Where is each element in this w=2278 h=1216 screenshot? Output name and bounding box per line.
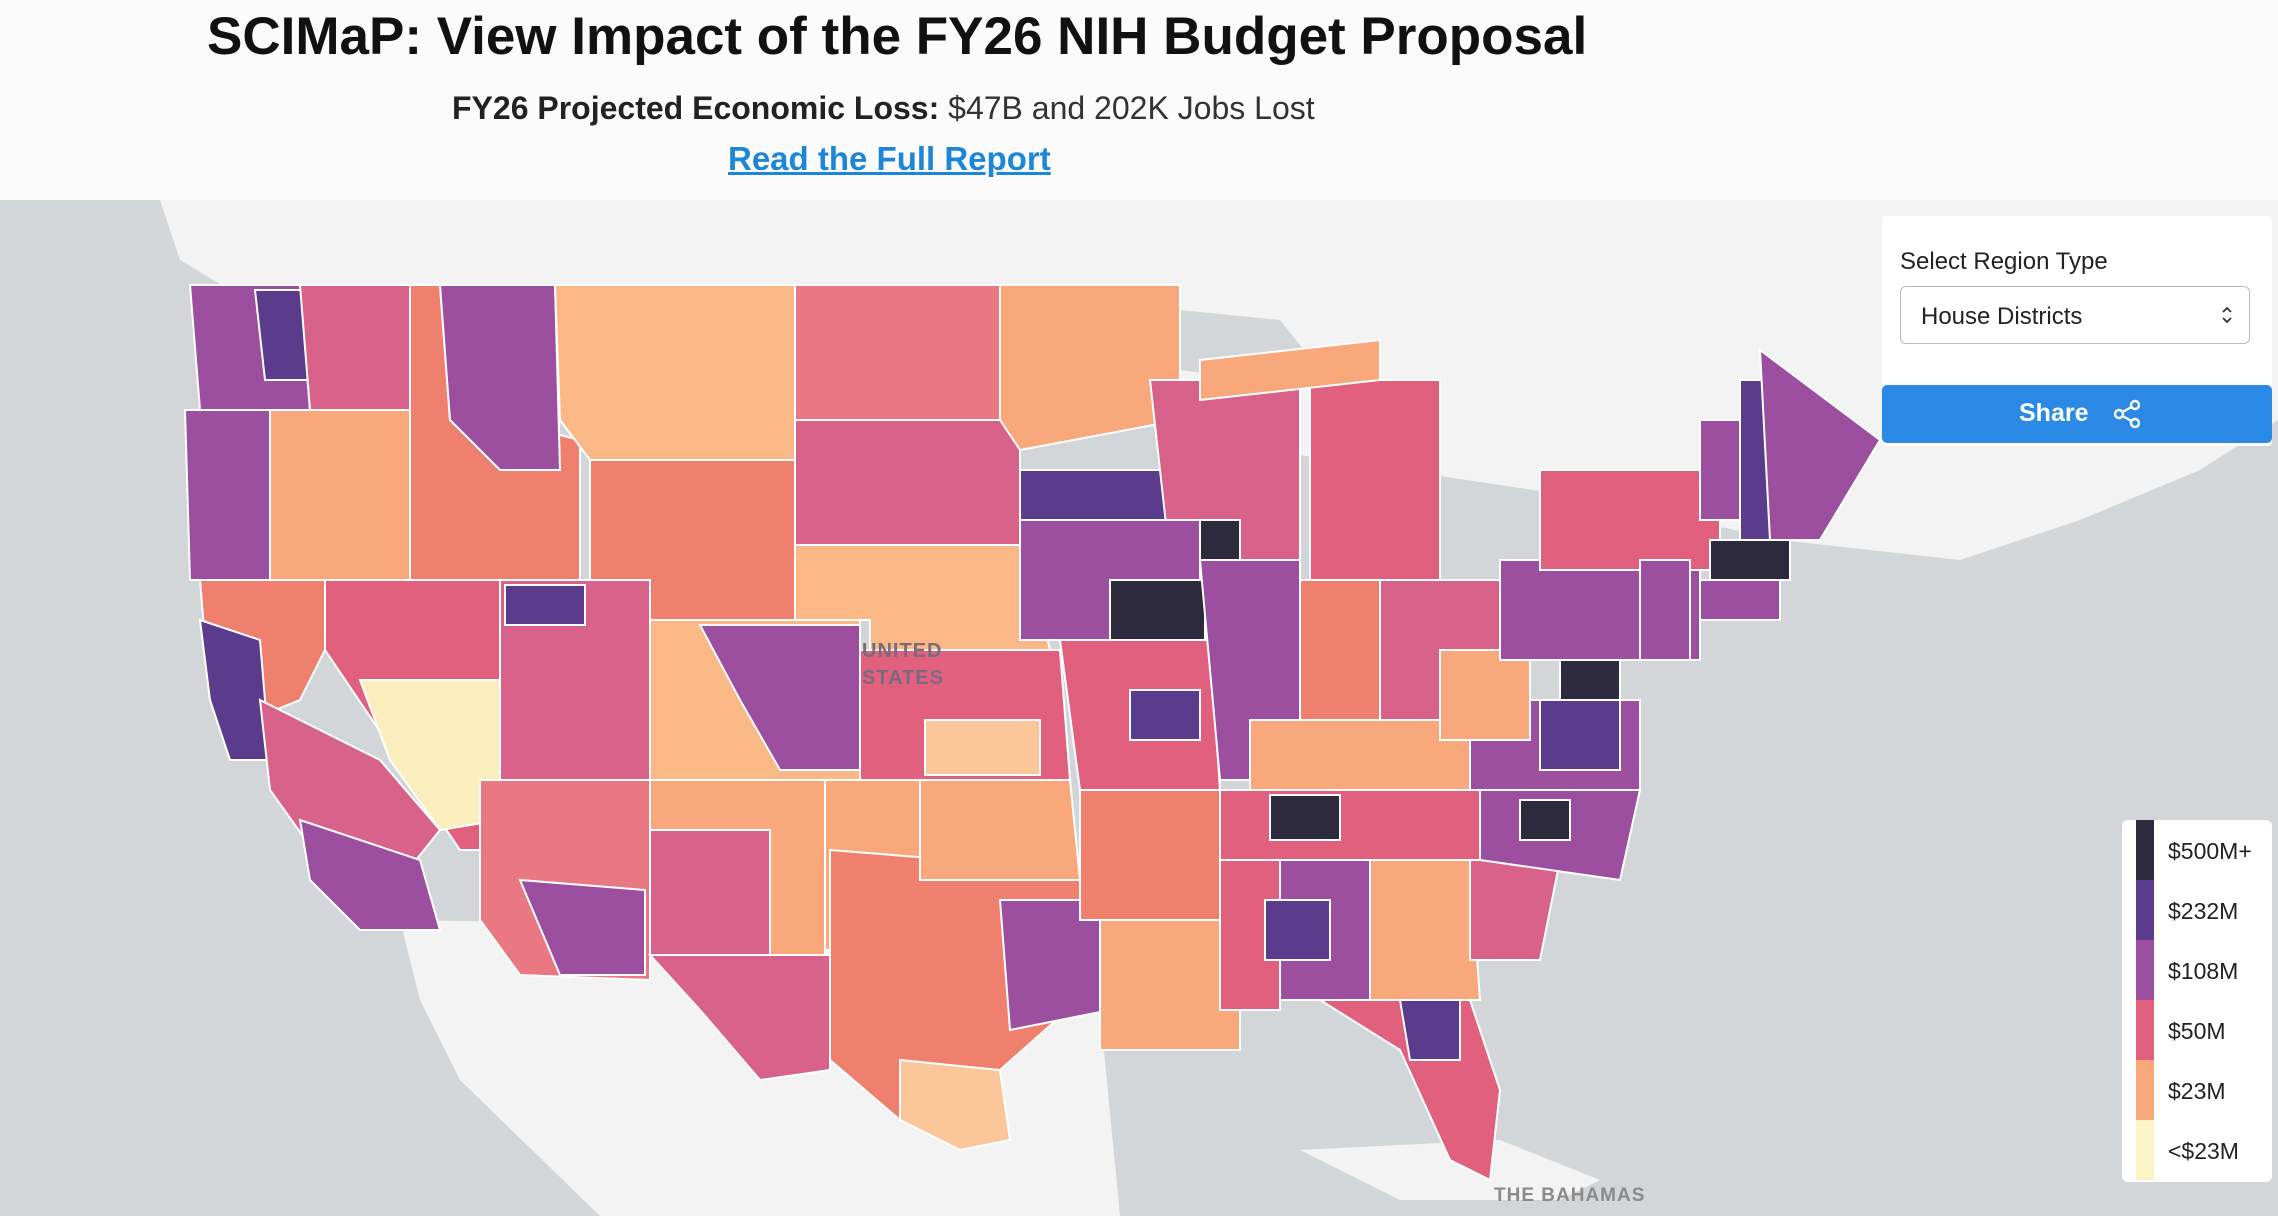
region-mn-metro[interactable] [1019, 469, 1171, 521]
region-mt-east[interactable] [553, 284, 796, 461]
region-ca-south[interactable] [298, 818, 442, 931]
country-label-line2: STATES [862, 667, 944, 689]
loss-value: $47B and 202K Jobs Lost [939, 90, 1315, 126]
region-md[interactable] [1559, 659, 1621, 701]
region-va-n[interactable] [1539, 699, 1621, 771]
legend-label: $232M [2168, 898, 2239, 924]
region-ia-chi[interactable] [1109, 579, 1206, 641]
region-sd[interactable] [794, 419, 1021, 546]
region-nj[interactable] [1639, 559, 1691, 661]
region-mi[interactable] [1309, 379, 1441, 581]
legend-label: $23M [2168, 1078, 2226, 1104]
page-title: SCIMaP: View Impact of the FY26 NIH Budg… [207, 7, 1588, 66]
legend: $500M+ $232M $108M $50M $23M <$23M [2122, 820, 2272, 1182]
legend-swatch [2136, 1120, 2154, 1180]
region-mo-stl[interactable] [1129, 689, 1201, 741]
legend-swatch [2136, 940, 2154, 1000]
region-tx-west[interactable] [647, 954, 831, 1082]
legend-swatch [2136, 820, 2154, 880]
region-wi-mil[interactable] [1199, 519, 1241, 561]
region-ms[interactable] [1219, 859, 1281, 1011]
region-wv[interactable] [1439, 649, 1531, 741]
region-mt-west[interactable] [438, 284, 562, 471]
region-ar[interactable] [1079, 789, 1221, 921]
region-co-denver[interactable] [698, 624, 861, 771]
region-mn-north[interactable] [999, 284, 1181, 452]
region-ma[interactable] [1709, 539, 1791, 581]
legend-item: $23M [2136, 1060, 2276, 1120]
region-al-bham[interactable] [1264, 899, 1331, 961]
region-vt[interactable] [1699, 419, 1741, 521]
legend-item: $232M [2136, 880, 2276, 940]
region-type-value: House Districts [1921, 303, 2083, 330]
legend-label: $108M [2168, 958, 2239, 984]
region-ct[interactable] [1699, 579, 1781, 621]
region-fl-north[interactable] [1398, 999, 1461, 1061]
legend-swatch [2136, 1000, 2154, 1060]
legend-label: <$23M [2168, 1138, 2239, 1164]
region-nm-north[interactable] [649, 829, 771, 956]
region-az-phx[interactable] [518, 878, 646, 976]
region-tn[interactable] [1219, 789, 1481, 861]
header: SCIMaP: View Impact of the FY26 NIH Budg… [0, 0, 2278, 200]
region-ok[interactable] [919, 779, 1082, 881]
legend-label: $50M [2168, 1018, 2226, 1044]
region-ny[interactable] [1539, 469, 1721, 571]
region-me[interactable] [1758, 347, 1882, 541]
region-or-east[interactable] [269, 409, 411, 581]
region-ks-sm[interactable] [924, 719, 1041, 776]
region-nv-south[interactable] [358, 679, 501, 832]
bahamas-label: THE BAHAMAS [1494, 1185, 1646, 1206]
legend-item: $500M+ [2136, 820, 2276, 880]
economic-loss-summary: FY26 Projected Economic Loss: $47B and 2… [452, 90, 1315, 127]
region-ga[interactable] [1369, 859, 1482, 1001]
region-wa-east[interactable] [298, 284, 411, 411]
share-icon [2113, 399, 2141, 429]
legend-swatch [2136, 880, 2154, 940]
region-nd[interactable] [794, 284, 1001, 421]
region-type-label: Select Region Type [1900, 248, 2108, 275]
share-button[interactable]: Share [1882, 385, 2272, 443]
legend-swatch [2136, 1060, 2154, 1120]
region-type-select[interactable]: House Districts [1900, 286, 2250, 344]
country-label-line1: UNITED [862, 640, 943, 662]
loss-label: FY26 Projected Economic Loss: [452, 90, 940, 126]
legend-item: $50M [2136, 1000, 2276, 1060]
legend-label: $500M+ [2168, 838, 2252, 864]
controls-panel: Select Region Type House Districts Share [1882, 216, 2272, 446]
region-la[interactable] [1099, 919, 1241, 1051]
chevron-updown-icon [2222, 306, 2232, 324]
region-or-west[interactable] [183, 409, 271, 581]
region-nc-tri[interactable] [1519, 799, 1571, 841]
region-mi-up[interactable] [1199, 338, 1381, 402]
us-regions[interactable] [183, 284, 1882, 1182]
share-label: Share [2019, 399, 2089, 427]
legend-item: $108M [2136, 940, 2276, 1000]
region-tx-south[interactable] [899, 1058, 1012, 1152]
region-ut-north[interactable] [504, 584, 586, 626]
cuba-land [1300, 1140, 1600, 1200]
read-full-report-link[interactable]: Read the Full Report [728, 140, 1051, 177]
legend-item: <$23M [2136, 1120, 2276, 1180]
region-ca-bay[interactable] [198, 618, 272, 761]
region-tn-nash[interactable] [1269, 794, 1341, 841]
